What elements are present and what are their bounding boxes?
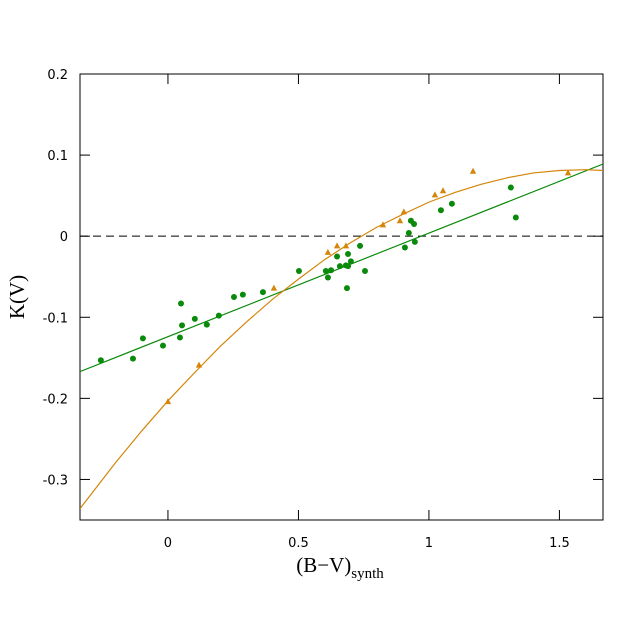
- fit-line: [80, 163, 603, 373]
- x-tick-label: 1: [425, 536, 433, 551]
- circle-point: [97, 357, 104, 364]
- circle-point: [203, 321, 210, 328]
- circle-point: [259, 289, 266, 296]
- circle-point: [230, 294, 237, 300]
- circle-point: [437, 207, 444, 214]
- triangle-point: [270, 284, 278, 291]
- y-tick-label: 0: [60, 230, 68, 245]
- triangle-point: [396, 217, 404, 224]
- y-axis-label: K(V): [5, 275, 29, 319]
- triangle-point: [564, 169, 572, 176]
- x-axis-label: (B−V)synth: [296, 553, 384, 582]
- y-tick-label: -0.1: [43, 311, 68, 326]
- circle-point: [324, 274, 331, 281]
- circle-point: [405, 229, 412, 236]
- circle-point: [129, 355, 136, 362]
- circle-point: [139, 335, 146, 342]
- circle-point: [411, 238, 418, 245]
- circle-point: [448, 200, 455, 207]
- circle-point: [176, 334, 183, 341]
- triangle-point: [431, 191, 439, 198]
- y-tick-label: -0.2: [43, 392, 68, 407]
- circle-point: [177, 300, 184, 307]
- x-tick-label: 0.5: [288, 536, 309, 551]
- y-tick-label: -0.3: [43, 473, 68, 488]
- circle-point: [507, 184, 514, 191]
- circle-point: [343, 285, 350, 292]
- circle-point: [322, 268, 329, 275]
- circle-point: [179, 322, 186, 329]
- triangle-point: [469, 167, 477, 174]
- triangle-point: [333, 242, 341, 249]
- x-label-sub: synth: [351, 566, 384, 582]
- circle-point: [295, 268, 302, 275]
- x-tick-label: 0: [164, 536, 172, 551]
- circle-point: [345, 251, 352, 258]
- circle-point: [159, 342, 166, 349]
- circle-point: [401, 244, 408, 251]
- circle-point: [512, 214, 519, 221]
- plot-area: [80, 163, 603, 510]
- fit-line: [80, 169, 603, 510]
- triangle-point: [324, 248, 332, 255]
- circle-point: [334, 253, 341, 260]
- x-label-main: (B−V): [296, 553, 351, 577]
- circle-point: [347, 258, 354, 265]
- y-tick-label: 0.1: [47, 149, 68, 164]
- x-tick-label: 1.5: [549, 536, 570, 551]
- circle-point: [411, 221, 418, 228]
- plot-frame: [79, 73, 604, 521]
- circle-point: [239, 291, 246, 298]
- triangle-point: [439, 187, 447, 194]
- circle-point: [191, 315, 198, 322]
- triangle-point: [195, 361, 203, 368]
- circle-point: [361, 268, 368, 275]
- y-tick-label: 0.2: [47, 68, 68, 83]
- circle-point: [357, 242, 364, 249]
